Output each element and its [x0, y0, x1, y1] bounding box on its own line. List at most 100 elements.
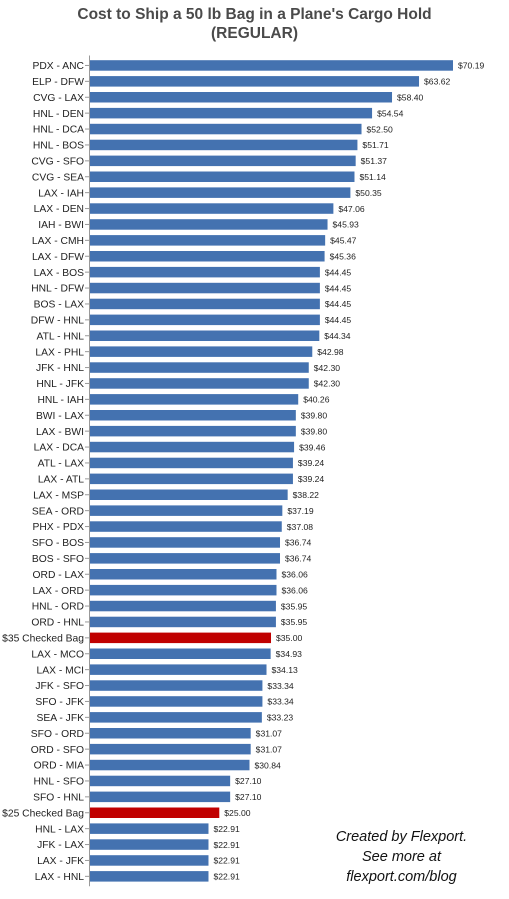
value-label: $39.80 [301, 410, 328, 420]
bar [90, 139, 358, 151]
value-label: $22.91 [213, 840, 240, 850]
bar [90, 839, 209, 850]
value-label: $44.45 [325, 299, 352, 309]
bar [90, 648, 271, 659]
value-label: $31.07 [256, 728, 283, 738]
bar [90, 425, 296, 437]
bar [90, 394, 299, 405]
value-label: $51.14 [359, 172, 386, 182]
category-label: HNL - JFK [36, 379, 84, 390]
category-label: HNL - BOS [33, 141, 84, 152]
category-label: IAH - BWI [38, 220, 84, 231]
category-label: LAX - CMH [32, 236, 84, 247]
highlight-bar [90, 807, 220, 818]
value-label: $37.08 [287, 522, 314, 532]
value-label: $22.91 [213, 856, 240, 866]
category-label: SEA - JFK [37, 713, 85, 724]
category-label: HNL - LAX [35, 824, 84, 835]
value-label: $54.54 [377, 108, 404, 118]
bar [90, 203, 334, 214]
value-label: $27.10 [235, 792, 262, 802]
chart-title-line-1: Cost to Ship a 50 lb Bag in a Plane's Ca… [77, 6, 432, 23]
value-label: $51.71 [362, 140, 389, 150]
value-label: $44.34 [324, 331, 351, 341]
bar [90, 314, 320, 326]
bar [90, 569, 277, 580]
value-label: $33.23 [267, 713, 294, 723]
category-label: HNL - DEN [33, 109, 84, 120]
category-label: BWI - LAX [36, 411, 84, 422]
value-label: $39.24 [298, 458, 325, 468]
bar [90, 871, 209, 882]
bar [90, 743, 251, 755]
value-label: $42.30 [314, 379, 341, 389]
credit-line-1: Created by Flexport. [335, 829, 468, 845]
chart-title-line-2: (REGULAR) [211, 25, 298, 42]
credit-link[interactable]: flexport.com/blog [346, 869, 457, 885]
bar [90, 76, 420, 87]
value-label: $37.19 [287, 506, 314, 516]
bar [90, 171, 355, 182]
category-label: LAX - BOS [34, 268, 84, 279]
category-label: CVG - SFO [31, 156, 84, 167]
value-label: $44.45 [325, 315, 352, 325]
category-label: $35 Checked Bag [2, 633, 84, 644]
category-label: SFO - JFK [35, 697, 84, 708]
category-label: ATL - LAX [38, 459, 84, 470]
bar [90, 362, 309, 373]
value-label: $34.13 [272, 665, 299, 675]
category-label: LAX - ATL [38, 474, 84, 485]
value-label: $44.45 [325, 267, 352, 277]
value-label: $33.34 [267, 697, 294, 707]
bar [90, 664, 267, 675]
value-label: $45.36 [330, 251, 357, 261]
bar [90, 696, 263, 707]
highlight-bar [90, 632, 272, 644]
value-label: $27.10 [235, 776, 262, 786]
category-label: ATL - HNL [37, 331, 85, 342]
bar [90, 330, 320, 341]
bar [90, 298, 320, 310]
category-label: ORD - SFO [31, 745, 84, 756]
category-label: PDX - ANC [33, 61, 85, 72]
bar [90, 155, 356, 167]
category-label: LAX - MCI [37, 665, 85, 676]
category-label: HNL - DCA [33, 125, 84, 136]
bar [90, 712, 262, 723]
value-label: $39.46 [299, 442, 326, 452]
category-label: LAX - PHL [35, 347, 84, 358]
bar [90, 855, 209, 866]
bar [90, 441, 295, 453]
category-label: LAX - DFW [32, 252, 84, 263]
bar [90, 505, 283, 516]
value-label: $58.40 [397, 92, 424, 102]
category-label: PHX - PDX [33, 522, 85, 533]
category-label: ELP - DFW [32, 77, 84, 88]
category-label: SFO - HNL [33, 792, 84, 803]
bar [90, 759, 250, 771]
value-label: $22.91 [213, 872, 240, 882]
bar [90, 235, 326, 246]
category-label: SEA - ORD [32, 506, 84, 517]
value-label: $38.22 [293, 490, 320, 500]
value-label: $34.93 [276, 649, 303, 659]
value-label: $35.00 [276, 633, 303, 643]
bar [90, 553, 281, 564]
value-label: $52.50 [367, 124, 394, 134]
category-label: LAX - MCO [31, 649, 84, 660]
bar [90, 584, 277, 596]
value-label: $40.26 [303, 395, 330, 405]
bar [90, 187, 351, 198]
category-label: HNL - SFO [33, 777, 84, 788]
category-label: $25 Checked Bag [2, 808, 84, 819]
bar [90, 410, 296, 421]
bar [90, 123, 362, 135]
value-label: $35.95 [281, 617, 308, 627]
bar [90, 346, 313, 357]
bar [90, 616, 276, 628]
category-label: SFO - ORD [31, 729, 84, 740]
value-label: $45.47 [330, 236, 357, 246]
value-label: $42.98 [317, 347, 344, 357]
value-label: $44.45 [325, 283, 352, 293]
